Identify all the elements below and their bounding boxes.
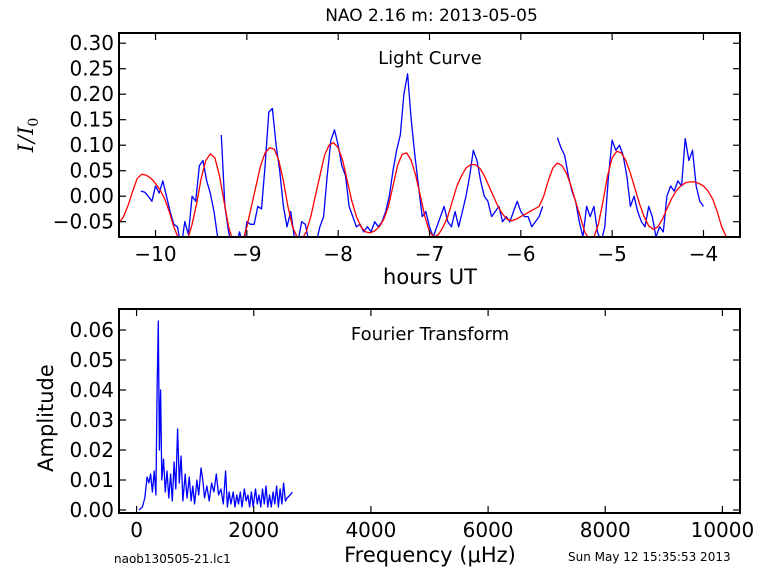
fourier-y-axis-label: Amplitude [34, 364, 58, 472]
light-curve-y-tick-label: 0.30 [69, 31, 114, 55]
fourier-axes-frame [118, 308, 741, 514]
fourier-y-tick-label: 0.06 [69, 318, 114, 342]
light-curve-title: Light Curve [378, 48, 482, 69]
light-curve-model-line [119, 142, 727, 237]
fourier-plot-area [138, 320, 293, 511]
fourier-y-tick-label: 0.01 [69, 468, 114, 492]
light-curve-panel: −10 −9 −8 −7 −6 −5 −4 −0.050.000.050.100.150.20… [14, 31, 741, 289]
fourier-x-tick-label: 0 [130, 518, 143, 542]
light-curve-observed-line-segment-3 [556, 137, 705, 237]
light-curve-x-tick-label: −6 [506, 242, 535, 266]
fourier-spectrum-line [138, 320, 293, 511]
light-curve-x-tick-label: −9 [232, 242, 261, 266]
fourier-x-tick-label: 8000 [580, 518, 631, 542]
light-curve-x-tick-label: −10 [134, 242, 176, 266]
light-curve-y-tick-label: 0.15 [69, 108, 114, 132]
fourier-x-axis-label: Frequency (μHz) [344, 543, 516, 567]
fourier-x-tick-label: 2000 [228, 518, 279, 542]
fourier-series-group [138, 320, 293, 511]
light-curve-x-tick-label: −4 [689, 242, 718, 266]
light-curve-y-tick-label: 0.20 [69, 82, 114, 106]
fourier-y-tick-label: 0.04 [69, 378, 114, 402]
light-curve-plot-area [119, 73, 727, 237]
fourier-y-tick-label: 0.02 [69, 438, 114, 462]
fourier-panel: 0 2000 4000 6000 8000 10000 0.00 0.01 0.02 0.03 0.… [34, 308, 754, 567]
fourier-y-tick-label: 0.03 [69, 408, 114, 432]
light-curve-y-axis-label: I/I0 [14, 118, 42, 154]
light-curve-x-tick-label: −7 [415, 242, 444, 266]
figure-title: NAO 2.16 m: 2013-05-05 [325, 6, 538, 26]
light-curve-x-tick-label: −5 [597, 242, 626, 266]
fourier-ticks: 0 2000 4000 6000 8000 10000 0.00 0.01 0.02 0.03 0.… [69, 309, 754, 542]
light-curve-y-tick-label: 0.00 [69, 184, 114, 208]
light-curve-y-tick-label: −0.05 [53, 210, 114, 234]
data-file-name: naob130505-21.lc1 [114, 552, 231, 566]
light-curve-ticks: −10 −9 −8 −7 −6 −5 −4 −0.050.000.050.100.150.20… [53, 31, 740, 266]
fourier-title: Fourier Transform [351, 324, 509, 345]
light-curve-y-tick-label: 0.05 [69, 159, 114, 183]
fourier-x-tick-label: 4000 [345, 518, 396, 542]
fourier-y-tick-label: 0.05 [69, 348, 114, 372]
light-curve-y-tick-label: 0.25 [69, 57, 114, 81]
light-curve-observed-line-segment-1 [140, 159, 219, 237]
light-curve-x-axis-label: hours UT [383, 265, 477, 289]
light-curve-y-tick-label: 0.10 [69, 133, 114, 157]
generation-timestamp: Sun May 12 15:35:53 2013 [568, 550, 731, 564]
fourier-y-tick-label: 0.00 [69, 498, 114, 522]
light-curve-series-group [119, 73, 727, 237]
fourier-x-tick-label: 6000 [463, 518, 514, 542]
fourier-x-tick-label: 10000 [691, 518, 755, 542]
light-curve-x-tick-label: −8 [323, 242, 352, 266]
